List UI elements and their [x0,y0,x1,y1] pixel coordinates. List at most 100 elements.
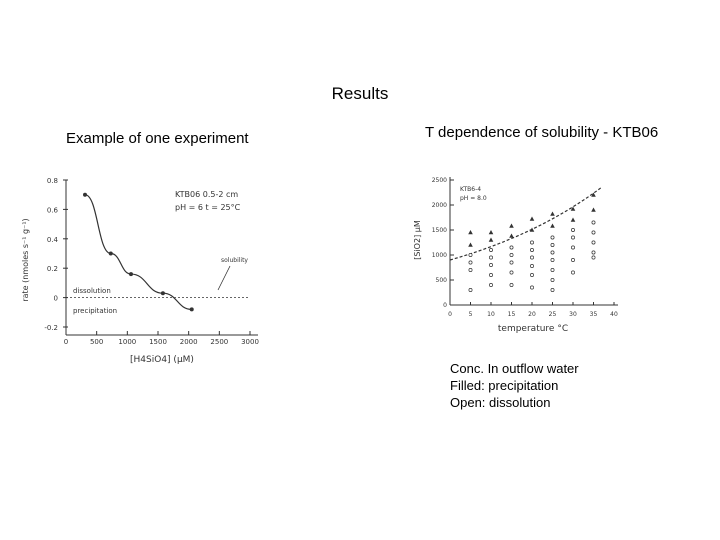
precipitation-point [550,223,555,228]
dissolution-point [489,255,493,260]
precipitation-point [570,217,576,222]
rate-data-point [160,291,165,296]
y-tick-label: 1500 [432,227,447,234]
x-tick-label: 0 [64,338,68,346]
dissolution-point [550,278,555,282]
precipitation-point [591,192,596,197]
dissolution-point [571,235,575,240]
y-tick-label: 0.8 [47,177,58,185]
dissolution-point [591,255,596,260]
x-tick-label: 1500 [149,338,167,346]
y-tick-label: 0.4 [47,236,59,244]
dissolution-point [530,255,534,260]
y-tick-label: 0.6 [47,206,59,214]
precipitation-point [550,211,555,216]
x-tick-label: 0 [448,311,452,318]
dissolution-point [468,260,473,265]
note-line-3: Open: dissolution [450,395,551,410]
dissolution-point [550,258,555,262]
dissolution-point [571,245,575,250]
legend-notes: Conc. In outflow water Filled: precipita… [450,360,579,411]
dissolution-point [530,240,534,245]
dissolution-point [509,283,514,287]
dissolution-point [571,270,575,275]
precipitation-point [509,223,514,228]
precipitation-point [570,206,576,211]
precipitation-point [468,242,473,247]
solubility-trend-line [449,186,603,261]
dissolution-point [468,268,473,272]
inset-label: pH = 6 t = 25°C [175,203,241,212]
x-axis-label: [H4SiO4] (μM) [130,355,194,365]
dissolution-point [530,248,534,252]
dissolution-point [489,263,493,267]
rate-data-point [189,307,194,312]
dissolution-point [468,253,473,257]
dissolution-point [468,288,473,292]
inset-label: pH = 8.0 [460,195,487,202]
y-tick-label: 2500 [432,177,447,184]
y-tick-label: 0 [443,302,447,309]
solubility-arrow [217,265,231,291]
dissolution-point [509,270,514,275]
dissolution-point [489,273,493,277]
x-tick-label: 20 [528,311,536,318]
x-tick-label: 25 [549,311,557,318]
x-tick-label: 40 [610,311,618,318]
precipitation-point [488,230,494,235]
precipitation-point [509,233,514,238]
y-tick-label: 500 [436,277,448,284]
note-line-2: Filled: precipitation [450,378,559,393]
dissolution-point [550,250,555,255]
precipitation-point [488,237,494,242]
precipitation-point [591,207,596,212]
dissolution-point [591,240,596,245]
x-tick-label: 2500 [210,338,228,346]
rate-data-point [83,192,88,197]
dissolution-point [489,283,493,287]
x-tick-label: 1000 [118,338,136,346]
dissolution-annotation: dissolution [73,287,111,295]
x-tick-label: 10 [487,311,495,318]
precipitation-point [468,230,473,235]
inset-label: KTB06 0.5-2 cm [175,190,238,199]
dissolution-point [509,253,514,257]
y-tick-label: 0.2 [47,265,58,273]
precipitation-point [529,227,535,232]
y-tick-label: -0.2 [44,324,58,332]
rate-data-point [108,251,113,256]
dissolution-point [509,245,514,250]
x-tick-label: 2000 [180,338,198,346]
rate-data-point [129,272,134,277]
x-axis-label: temperature °C [498,324,568,334]
dissolution-point [591,230,596,235]
right-chart-caption: T dependence of solubility - KTB06 [425,124,659,141]
dissolution-point [550,268,555,272]
note-line-1: Conc. In outflow water [450,361,579,376]
y-axis-label: rate (nmoles s⁻¹ g⁻¹) [21,218,30,301]
solubility-annotation: solubility [221,257,248,264]
x-tick-label: 35 [590,311,598,318]
dissolution-point [591,250,596,255]
y-tick-label: 2000 [432,202,447,209]
dissolution-point [530,285,534,290]
dissolution-point [591,220,596,225]
y-axis-label: [SiO2] μM [413,220,422,260]
x-tick-label: 5 [469,311,473,318]
y-tick-label: 1000 [432,252,447,259]
dissolution-point [550,288,555,292]
dissolution-point [571,258,575,262]
x-tick-label: 3000 [241,338,259,346]
inset-label: KTB6-4 [460,186,481,193]
dissolution-point [509,260,514,265]
x-tick-label: 15 [508,311,516,318]
dissolution-point [530,264,534,268]
page-title: Results [331,84,389,103]
dissolution-point [530,273,534,277]
x-tick-label: 30 [569,311,577,318]
x-tick-label: 500 [90,338,103,346]
y-tick-label: 0 [54,295,58,303]
precipitation-annotation: precipitation [73,307,117,315]
